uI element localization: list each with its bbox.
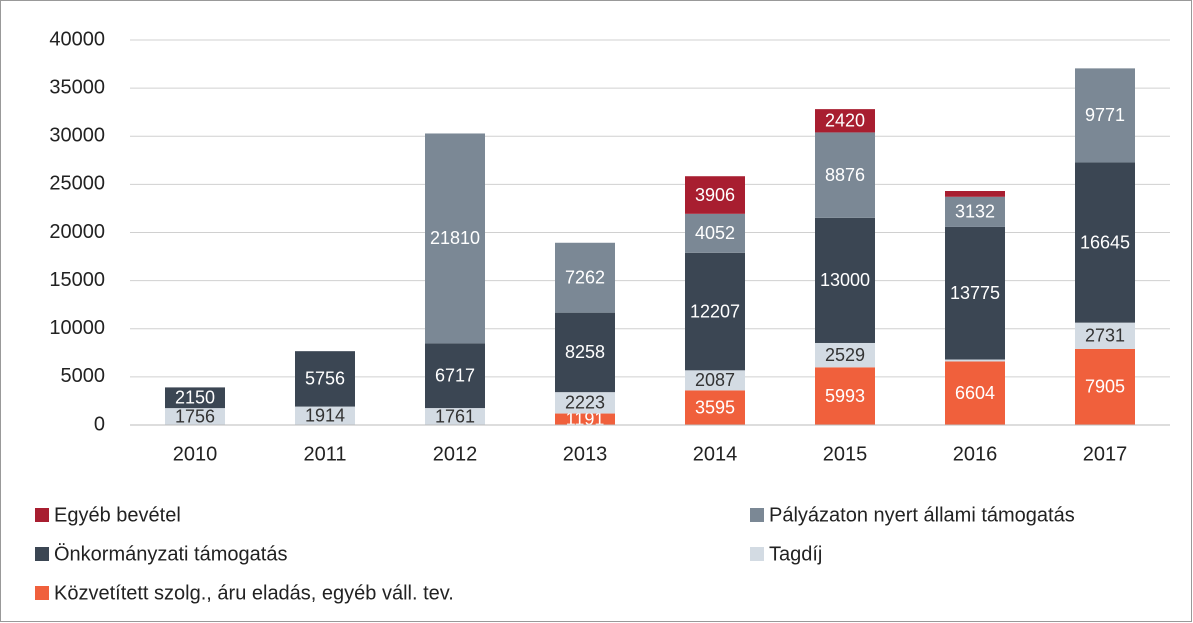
x-tick-label: 2014 bbox=[693, 443, 738, 465]
x-tick-label: 2013 bbox=[563, 443, 608, 465]
bar-segment bbox=[425, 408, 485, 425]
x-tick-label: 2012 bbox=[433, 443, 478, 465]
data-label: 1914 bbox=[305, 406, 345, 426]
bar-segment bbox=[685, 370, 745, 391]
data-label: 2731 bbox=[1085, 326, 1125, 346]
data-label: 3906 bbox=[695, 185, 735, 205]
bar-segment bbox=[945, 196, 1005, 227]
bar-segment bbox=[815, 109, 875, 133]
y-tick-label: 25000 bbox=[49, 173, 105, 195]
bar-segment bbox=[815, 367, 875, 425]
bar-segment bbox=[165, 408, 225, 425]
y-tick-label: 10000 bbox=[49, 317, 105, 339]
data-label: 3595 bbox=[695, 397, 735, 417]
bar-segment bbox=[555, 413, 615, 425]
data-label: 5756 bbox=[305, 369, 345, 389]
bar-segment bbox=[165, 387, 225, 409]
legend-label: Önkormányzati támogatás bbox=[54, 543, 287, 565]
y-tick-label: 5000 bbox=[61, 365, 106, 387]
y-tick-label: 15000 bbox=[49, 269, 105, 291]
bar-segment bbox=[685, 213, 745, 253]
bar-segment bbox=[555, 312, 615, 393]
data-label: 2087 bbox=[695, 370, 735, 390]
legend-swatch bbox=[35, 508, 49, 522]
y-tick-label: 35000 bbox=[49, 76, 105, 98]
legend-swatch bbox=[750, 547, 764, 561]
bar-segment bbox=[685, 176, 745, 214]
y-tick-label: 40000 bbox=[49, 28, 105, 50]
bar-segment bbox=[815, 132, 875, 218]
x-tick-label: 2010 bbox=[173, 443, 218, 465]
bar-segment bbox=[945, 226, 1005, 360]
bar-segment bbox=[555, 392, 615, 414]
data-label: 12207 bbox=[690, 301, 740, 321]
data-label: 13000 bbox=[820, 270, 870, 290]
legend-label: Pályázaton nyert állami támogatás bbox=[769, 504, 1075, 526]
legend-label: Tagdíj bbox=[769, 543, 822, 565]
bar-segment bbox=[425, 133, 485, 344]
y-tick-label: 20000 bbox=[49, 221, 105, 243]
x-tick-label: 2016 bbox=[953, 443, 998, 465]
data-label: 2150 bbox=[175, 388, 215, 408]
data-label: 2420 bbox=[825, 111, 865, 131]
bar-segment bbox=[685, 252, 745, 371]
x-tick-label: 2017 bbox=[1083, 443, 1128, 465]
data-label: 16645 bbox=[1080, 232, 1130, 252]
data-label: 8876 bbox=[825, 165, 865, 185]
data-label: 9771 bbox=[1085, 105, 1125, 125]
data-label: 6717 bbox=[435, 365, 475, 385]
data-label: 2529 bbox=[825, 345, 865, 365]
data-label: 13775 bbox=[950, 283, 1000, 303]
data-label: 6604 bbox=[955, 383, 995, 403]
data-label: 5993 bbox=[825, 386, 865, 406]
legend-swatch bbox=[750, 508, 764, 522]
bar-segment bbox=[295, 406, 355, 425]
bar-segment bbox=[815, 217, 875, 343]
legend-label: Közvetített szolg., áru eladás, egyéb vá… bbox=[54, 582, 454, 604]
y-tick-label: 0 bbox=[94, 413, 105, 435]
data-label: 8258 bbox=[565, 342, 605, 362]
bar-segment bbox=[815, 342, 875, 368]
data-label: 1756 bbox=[175, 406, 215, 426]
data-label: 1191 bbox=[566, 409, 605, 429]
legend-label: Egyéb bevétel bbox=[54, 504, 181, 526]
data-label: 21810 bbox=[430, 228, 480, 248]
x-tick-label: 2015 bbox=[823, 443, 868, 465]
bar-segment bbox=[685, 390, 745, 425]
bar-segment bbox=[425, 343, 485, 409]
legend-swatch bbox=[35, 547, 49, 561]
bar-segment bbox=[555, 242, 615, 313]
bar-segment bbox=[945, 359, 1005, 362]
data-label: 4052 bbox=[695, 223, 735, 243]
bar-segment bbox=[1075, 162, 1135, 323]
bar-segment bbox=[945, 191, 1005, 197]
bar-segment bbox=[1075, 348, 1135, 425]
bar-segment bbox=[945, 361, 1005, 425]
data-label: 7262 bbox=[565, 267, 605, 287]
data-label: 7905 bbox=[1085, 377, 1125, 397]
y-tick-label: 30000 bbox=[49, 125, 105, 147]
x-tick-label: 2011 bbox=[303, 443, 346, 465]
data-label: 2223 bbox=[565, 393, 605, 413]
legend-swatch bbox=[35, 586, 49, 600]
data-label: 1761 bbox=[435, 406, 475, 426]
data-label: 3132 bbox=[955, 202, 995, 222]
bar-segment bbox=[295, 351, 355, 407]
bar-segment bbox=[1075, 68, 1135, 163]
bar-segment bbox=[1075, 322, 1135, 349]
